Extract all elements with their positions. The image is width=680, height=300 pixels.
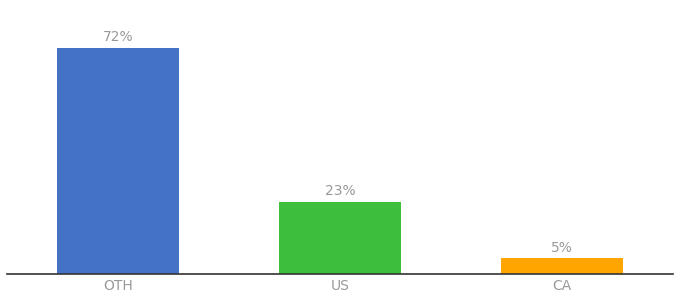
- Bar: [57, 48, 179, 274]
- Text: 72%: 72%: [103, 30, 133, 44]
- Bar: [501, 259, 623, 274]
- Text: 23%: 23%: [324, 184, 356, 198]
- Bar: [279, 202, 401, 274]
- Text: 5%: 5%: [551, 241, 573, 255]
